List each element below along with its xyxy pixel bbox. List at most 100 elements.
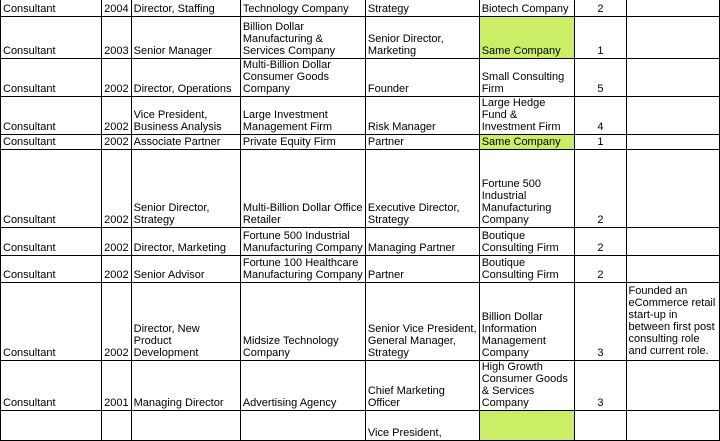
roles-count-cell[interactable]: 1 [574, 16, 627, 59]
role-cell[interactable]: Consultant [0, 255, 103, 283]
current-title-cell[interactable]: Strategy [364, 0, 480, 17]
table-row: Consultant 2002 Director, Marketing Fortune… [0, 227, 720, 256]
current-title-cell[interactable]: Founder [364, 58, 480, 97]
notes-cell[interactable] [625, 58, 720, 97]
current-title-cell[interactable]: Partner [364, 134, 480, 150]
roles-count-cell[interactable]: 3 [574, 360, 627, 411]
prior-title-cell[interactable]: Director, New Product Development [130, 282, 241, 361]
current-employer-cell[interactable]: Billion Dollar Information Management Co… [478, 282, 576, 361]
role-cell[interactable]: Consultant [0, 0, 103, 17]
roles-count-cell[interactable]: 4 [574, 96, 627, 135]
current-employer-cell[interactable]: Boutique Consulting Firm [478, 227, 576, 256]
notes-cell[interactable] [625, 96, 720, 135]
table-row: Consultant 2002 Director, Operations Multi-… [0, 58, 720, 97]
prior-employer-cell[interactable]: Large Investment Management Firm [239, 96, 366, 135]
role-cell[interactable] [0, 410, 103, 441]
current-title-cell[interactable]: Senior Director, Marketing [364, 16, 480, 59]
role-cell[interactable]: Consultant [0, 360, 103, 411]
notes-cell[interactable] [625, 227, 720, 256]
current-title-cell[interactable]: Senior Vice President, General Manager, … [364, 282, 480, 361]
notes-cell[interactable] [625, 0, 720, 17]
year-cell[interactable]: 2001 [101, 360, 132, 411]
role-cell[interactable]: Consultant [0, 149, 103, 228]
current-employer-cell[interactable]: Biotech Company [478, 0, 576, 17]
current-employer-cell[interactable]: Boutique Consulting Firm [478, 255, 576, 283]
year-cell[interactable]: 2002 [101, 58, 132, 97]
prior-title-cell[interactable]: Director, Operations [130, 58, 241, 97]
current-title-cell[interactable]: Vice President, [364, 410, 480, 441]
role-cell[interactable]: Consultant [0, 282, 103, 361]
prior-title-cell[interactable] [130, 410, 241, 441]
current-title-cell[interactable]: Partner [364, 255, 480, 283]
prior-title-cell[interactable]: Senior Director, Strategy [130, 149, 241, 228]
table-row: Consultant 2003 Senior Manager Billion Doll… [0, 16, 720, 59]
table-row: Consultant 2001 Managing Director Advertisi… [0, 360, 720, 411]
role-cell[interactable]: Consultant [0, 58, 103, 97]
prior-employer-cell[interactable]: Private Equity Firm [239, 134, 366, 150]
year-cell[interactable]: 2003 [101, 16, 132, 59]
prior-title-cell[interactable]: Senior Manager [130, 16, 241, 59]
prior-title-cell[interactable]: Managing Director [130, 360, 241, 411]
notes-cell[interactable] [625, 134, 720, 150]
notes-cell[interactable] [625, 255, 720, 283]
prior-title-cell[interactable]: Director, Staffing [130, 0, 241, 17]
table-row: Consultant 2002 Director, New Product Deve… [0, 282, 720, 361]
year-cell[interactable]: 2004 [101, 0, 132, 17]
current-title-cell[interactable]: Chief Marketing Officer [364, 360, 480, 411]
roles-count-cell[interactable] [574, 410, 627, 441]
current-employer-cell[interactable]: Same Company [478, 134, 576, 150]
current-employer-cell[interactable]: Fortune 500 Industrial Manufacturing Com… [478, 149, 576, 228]
year-cell[interactable]: 2002 [101, 282, 132, 361]
roles-count-cell[interactable]: 5 [574, 58, 627, 97]
role-cell[interactable]: Consultant [0, 96, 103, 135]
table-row: Consultant 2002 Associate Partner Private E… [0, 134, 720, 150]
year-cell[interactable]: 2002 [101, 96, 132, 135]
prior-title-cell[interactable]: Senior Advisor [130, 255, 241, 283]
prior-title-cell[interactable]: Associate Partner [130, 134, 241, 150]
year-cell[interactable]: 2002 [101, 149, 132, 228]
prior-employer-cell[interactable]: Multi-Billion Dollar Consumer Goods Comp… [239, 58, 366, 97]
table-row: Consultant 2004 Director, Staffing Technolo… [0, 0, 720, 17]
table-row: Consultant 2002 Senior Director, Strategy M… [0, 149, 720, 228]
current-employer-cell[interactable]: Small Consulting Firm [478, 58, 576, 97]
notes-cell[interactable] [625, 410, 720, 441]
prior-employer-cell[interactable]: Technology Company [239, 0, 366, 17]
current-employer-cell[interactable]: High Growth Consumer Goods & Services Co… [478, 360, 576, 411]
role-cell[interactable]: Consultant [0, 134, 103, 150]
year-cell[interactable]: 2002 [101, 227, 132, 256]
roles-count-cell[interactable]: 2 [574, 0, 627, 17]
prior-employer-cell[interactable]: Fortune 500 Industrial Manufacturing Com… [239, 227, 366, 256]
notes-cell[interactable] [625, 149, 720, 228]
notes-cell[interactable] [625, 16, 720, 59]
prior-employer-cell[interactable]: Advertising Agency [239, 360, 366, 411]
roles-count-cell[interactable]: 3 [574, 282, 627, 361]
prior-employer-cell[interactable]: Multi-Billion Dollar Office Retailer [239, 149, 366, 228]
current-title-cell[interactable]: Risk Manager [364, 96, 480, 135]
current-employer-cell[interactable]: Same Company [478, 16, 576, 59]
prior-title-cell[interactable]: Director, Marketing [130, 227, 241, 256]
notes-cell[interactable] [625, 360, 720, 411]
prior-title-cell[interactable]: Vice President, Business Analysis [130, 96, 241, 135]
current-employer-cell[interactable]: Large Hedge Fund & Investment Firm [478, 96, 576, 135]
year-cell[interactable]: 2002 [101, 134, 132, 150]
prior-employer-cell[interactable] [239, 410, 366, 441]
prior-employer-cell[interactable]: Billion Dollar Manufacturing & Services … [239, 16, 366, 59]
year-cell[interactable]: 2002 [101, 255, 132, 283]
table-row: Consultant 2002 Senior Advisor Fortune 100 … [0, 255, 720, 283]
current-employer-cell[interactable] [478, 410, 576, 441]
current-title-cell[interactable]: Managing Partner [364, 227, 480, 256]
roles-count-cell[interactable]: 2 [574, 255, 627, 283]
prior-employer-cell[interactable]: Fortune 100 Healthcare Manufacturing Com… [239, 255, 366, 283]
current-title-cell[interactable]: Executive Director, Strategy [364, 149, 480, 228]
notes-cell[interactable]: Founded an eCommerce retail start-up in … [625, 282, 720, 361]
table-row: Consultant 2002 Vice President, Business A… [0, 96, 720, 135]
role-cell[interactable]: Consultant [0, 227, 103, 256]
roles-count-cell[interactable]: 1 [574, 134, 627, 150]
prior-employer-cell[interactable]: Midsize Technology Company [239, 282, 366, 361]
roles-count-cell[interactable]: 2 [574, 227, 627, 256]
year-cell[interactable] [101, 410, 132, 441]
role-cell[interactable]: Consultant [0, 16, 103, 59]
table-row: Vice President, [0, 410, 720, 441]
roles-count-cell[interactable]: 2 [574, 149, 627, 228]
